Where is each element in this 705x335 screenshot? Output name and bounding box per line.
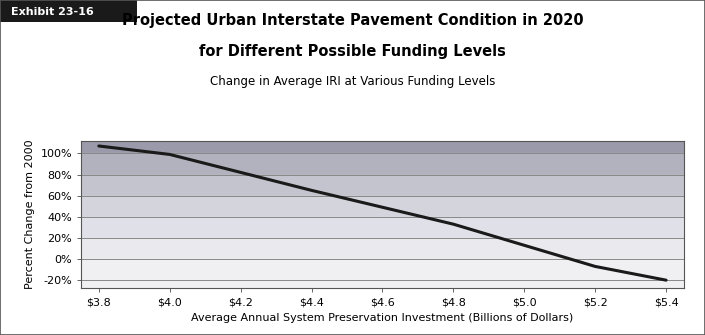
Text: Projected Urban Interstate Pavement Condition in 2020: Projected Urban Interstate Pavement Cond… [122, 13, 583, 28]
Bar [81, 259, 684, 288]
Y-axis label: Percent Change from 2000: Percent Change from 2000 [25, 140, 35, 289]
X-axis label: Average Annual System Preservation Investment (Billions of Dollars): Average Annual System Preservation Inves… [191, 313, 574, 323]
Bar [81, 238, 684, 259]
Bar [81, 175, 684, 196]
Bar [81, 196, 684, 217]
Text: Exhibit 23-16: Exhibit 23-16 [11, 7, 94, 17]
Bar [81, 153, 684, 175]
Bar [81, 141, 684, 153]
Bar [81, 217, 684, 238]
Text: for Different Possible Funding Levels: for Different Possible Funding Levels [199, 44, 506, 59]
Text: Change in Average IRI at Various Funding Levels: Change in Average IRI at Various Funding… [210, 75, 495, 88]
